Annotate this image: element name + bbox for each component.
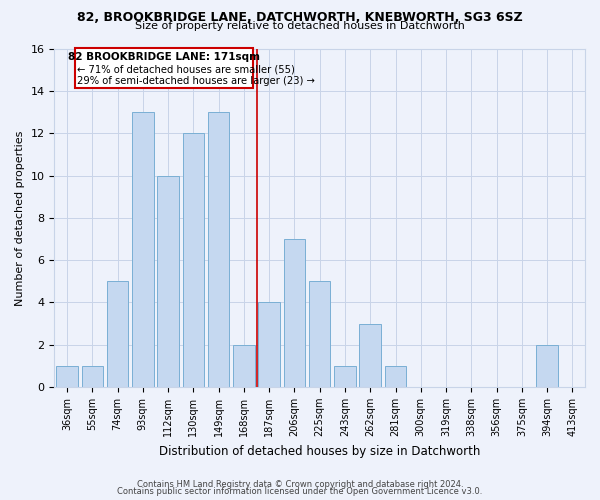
Bar bbox=[536, 344, 558, 387]
X-axis label: Distribution of detached houses by size in Datchworth: Distribution of detached houses by size … bbox=[159, 444, 481, 458]
Bar bbox=[259, 302, 280, 387]
Bar bbox=[385, 366, 406, 387]
Bar bbox=[182, 134, 204, 387]
Text: 82 BROOKBRIDGE LANE: 171sqm: 82 BROOKBRIDGE LANE: 171sqm bbox=[68, 52, 260, 62]
Bar bbox=[157, 176, 179, 387]
Bar bbox=[208, 112, 229, 387]
FancyBboxPatch shape bbox=[74, 48, 253, 88]
Y-axis label: Number of detached properties: Number of detached properties bbox=[15, 130, 25, 306]
Text: ← 71% of detached houses are smaller (55): ← 71% of detached houses are smaller (55… bbox=[77, 64, 295, 74]
Text: Contains HM Land Registry data © Crown copyright and database right 2024.: Contains HM Land Registry data © Crown c… bbox=[137, 480, 463, 489]
Bar bbox=[334, 366, 356, 387]
Bar bbox=[233, 344, 254, 387]
Text: 82, BROOKBRIDGE LANE, DATCHWORTH, KNEBWORTH, SG3 6SZ: 82, BROOKBRIDGE LANE, DATCHWORTH, KNEBWO… bbox=[77, 11, 523, 24]
Bar bbox=[107, 282, 128, 387]
Bar bbox=[359, 324, 381, 387]
Text: Contains public sector information licensed under the Open Government Licence v3: Contains public sector information licen… bbox=[118, 487, 482, 496]
Bar bbox=[309, 282, 331, 387]
Bar bbox=[132, 112, 154, 387]
Bar bbox=[56, 366, 78, 387]
Text: Size of property relative to detached houses in Datchworth: Size of property relative to detached ho… bbox=[135, 21, 465, 31]
Bar bbox=[82, 366, 103, 387]
Text: 29% of semi-detached houses are larger (23) →: 29% of semi-detached houses are larger (… bbox=[77, 76, 315, 86]
Bar bbox=[284, 239, 305, 387]
